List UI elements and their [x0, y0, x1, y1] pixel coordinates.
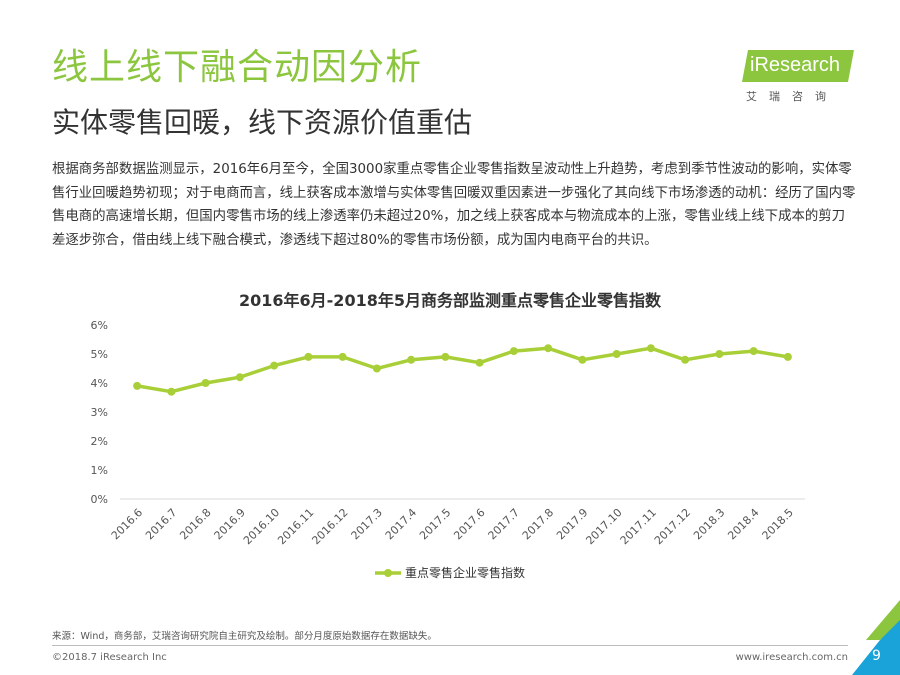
- data-point: [783, 352, 792, 361]
- logo-chinese-name: 艾瑞咨询: [746, 90, 838, 103]
- body-paragraph: 根据商务部数据监测显示，2016年6月至今，全国3000家重点零售企业零售指数呈…: [52, 162, 856, 248]
- iresearch-logo: iResearch 艾瑞咨询: [742, 50, 854, 103]
- data-point: [544, 344, 553, 353]
- data-point: [133, 381, 142, 390]
- copyright-text: ©2018.7 iResearch Inc: [52, 652, 167, 663]
- logo-wordmark: iResearch: [750, 54, 841, 76]
- data-point: [681, 355, 690, 364]
- series-line: [136, 346, 789, 394]
- data-point: [612, 350, 621, 358]
- website-link[interactable]: www.iresearch.com.cn: [735, 652, 848, 663]
- y-tick-label: 4%: [91, 377, 108, 390]
- y-tick-label: 6%: [91, 319, 108, 332]
- data-point: [304, 352, 313, 361]
- y-tick-label: 3%: [91, 406, 108, 419]
- y-tick-label: 2%: [91, 435, 108, 448]
- chart-legend: 重点零售企业零售指数: [375, 565, 525, 580]
- footer-divider: [52, 645, 848, 646]
- page-subtitle: 实体零售回暖，线下资源价值重估: [52, 106, 473, 139]
- chart-title: 2016年6月-2018年5月商务部监测重点零售企业零售指数: [239, 291, 661, 310]
- data-point: [338, 352, 347, 361]
- data-point: [270, 361, 279, 370]
- data-point: [509, 347, 518, 356]
- data-point: [749, 347, 758, 356]
- data-point: [201, 379, 210, 387]
- logo-badge-icon: [742, 50, 854, 82]
- page-title: 线上线下融合动因分析: [52, 47, 423, 88]
- y-tick-label: 1%: [91, 464, 108, 477]
- y-tick-label: 0%: [91, 493, 108, 506]
- data-point: [372, 364, 381, 373]
- source-note: 来源：Wind，商务部，艾瑞咨询研究院自主研究及绘制。部分月度原始数据存在数据缺…: [52, 631, 437, 642]
- page-number: 9: [872, 648, 881, 664]
- data-point: [578, 355, 587, 364]
- series-points: [133, 344, 792, 396]
- data-point: [715, 350, 724, 358]
- data-point: [235, 373, 244, 382]
- y-axis-ticks: 0% 1% 2% 3% 4% 5% 6%: [91, 319, 108, 506]
- data-point: [646, 344, 655, 353]
- data-point: [475, 358, 484, 367]
- y-tick-label: 5%: [91, 348, 108, 361]
- data-point: [441, 352, 450, 361]
- legend-label: 重点零售企业零售指数: [405, 565, 525, 580]
- data-point: [167, 387, 176, 396]
- legend-dot-marker: [384, 569, 392, 577]
- data-point: [407, 355, 416, 364]
